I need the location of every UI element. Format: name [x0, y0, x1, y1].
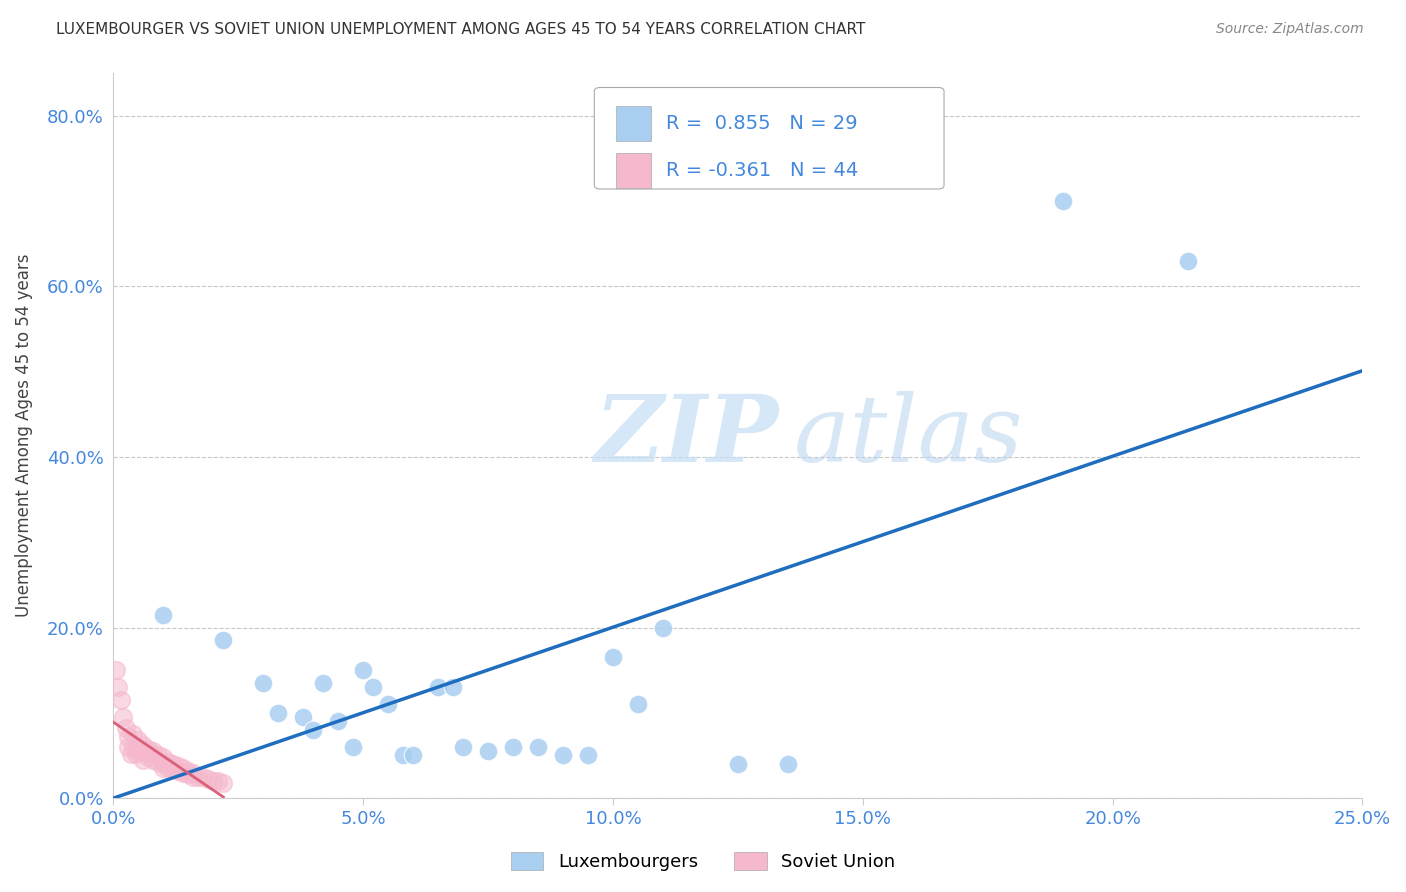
Point — [122, 739, 145, 754]
Point — [162, 757, 184, 772]
Point — [127, 744, 149, 758]
Point — [125, 747, 148, 761]
Text: R =  0.855   N = 29: R = 0.855 N = 29 — [665, 114, 858, 133]
Point — [148, 756, 170, 770]
Point — [1052, 194, 1074, 208]
Point — [527, 739, 550, 754]
Point — [361, 680, 384, 694]
Point — [776, 757, 799, 772]
Point — [142, 744, 165, 758]
Point — [292, 710, 315, 724]
FancyBboxPatch shape — [595, 87, 943, 189]
Point — [477, 744, 499, 758]
Point — [183, 765, 205, 780]
Text: LUXEMBOURGER VS SOVIET UNION UNEMPLOYMENT AMONG AGES 45 TO 54 YEARS CORRELATION : LUXEMBOURGER VS SOVIET UNION UNEMPLOYMEN… — [56, 22, 866, 37]
Text: atlas: atlas — [794, 391, 1024, 481]
Point — [352, 663, 374, 677]
Point — [110, 693, 132, 707]
Point — [138, 750, 160, 764]
Point — [172, 761, 194, 775]
Point — [576, 748, 599, 763]
Point — [117, 739, 139, 754]
Point — [104, 663, 127, 677]
Point — [252, 676, 274, 690]
Point — [172, 765, 194, 780]
Point — [441, 680, 464, 694]
Point — [193, 770, 215, 784]
Point — [502, 739, 524, 754]
Y-axis label: Unemployment Among Ages 45 to 54 years: Unemployment Among Ages 45 to 54 years — [15, 254, 32, 617]
Point — [402, 748, 425, 763]
Point — [167, 764, 190, 778]
FancyBboxPatch shape — [616, 106, 651, 141]
Point — [328, 714, 350, 729]
Point — [162, 762, 184, 776]
FancyBboxPatch shape — [616, 153, 651, 188]
Point — [427, 680, 450, 694]
Point — [157, 761, 180, 775]
Point — [177, 767, 200, 781]
Point — [342, 739, 364, 754]
Point — [152, 607, 174, 622]
Point — [120, 747, 142, 761]
Point — [627, 698, 650, 712]
Point — [132, 738, 155, 752]
Point — [152, 757, 174, 772]
Point — [132, 744, 155, 758]
Legend: Luxembourgers, Soviet Union: Luxembourgers, Soviet Union — [503, 845, 903, 879]
Point — [197, 772, 219, 787]
Point — [177, 764, 200, 778]
Point — [157, 756, 180, 770]
Point — [112, 710, 135, 724]
Text: R = -0.361   N = 44: R = -0.361 N = 44 — [665, 161, 858, 180]
Point — [183, 770, 205, 784]
Point — [602, 650, 624, 665]
Point — [392, 748, 415, 763]
Point — [152, 761, 174, 775]
Point — [107, 680, 129, 694]
Point — [212, 776, 235, 790]
Point — [727, 757, 749, 772]
Point — [202, 774, 225, 789]
Point — [122, 727, 145, 741]
Text: Source: ZipAtlas.com: Source: ZipAtlas.com — [1216, 22, 1364, 37]
Point — [652, 620, 675, 634]
Point — [139, 747, 162, 761]
Point — [115, 721, 138, 735]
Point — [302, 723, 325, 737]
Point — [267, 706, 290, 720]
Point — [312, 676, 335, 690]
Point — [127, 733, 149, 747]
Point — [132, 753, 155, 767]
Point — [207, 774, 229, 789]
Point — [138, 741, 160, 756]
Point — [117, 730, 139, 744]
Point — [1177, 253, 1199, 268]
Point — [377, 698, 399, 712]
Point — [451, 739, 474, 754]
Text: ZIP: ZIP — [595, 391, 779, 481]
Point — [212, 633, 235, 648]
Point — [152, 750, 174, 764]
Point — [553, 748, 575, 763]
Point — [167, 758, 190, 772]
Point — [142, 753, 165, 767]
Point — [148, 748, 170, 763]
Point — [187, 770, 209, 784]
